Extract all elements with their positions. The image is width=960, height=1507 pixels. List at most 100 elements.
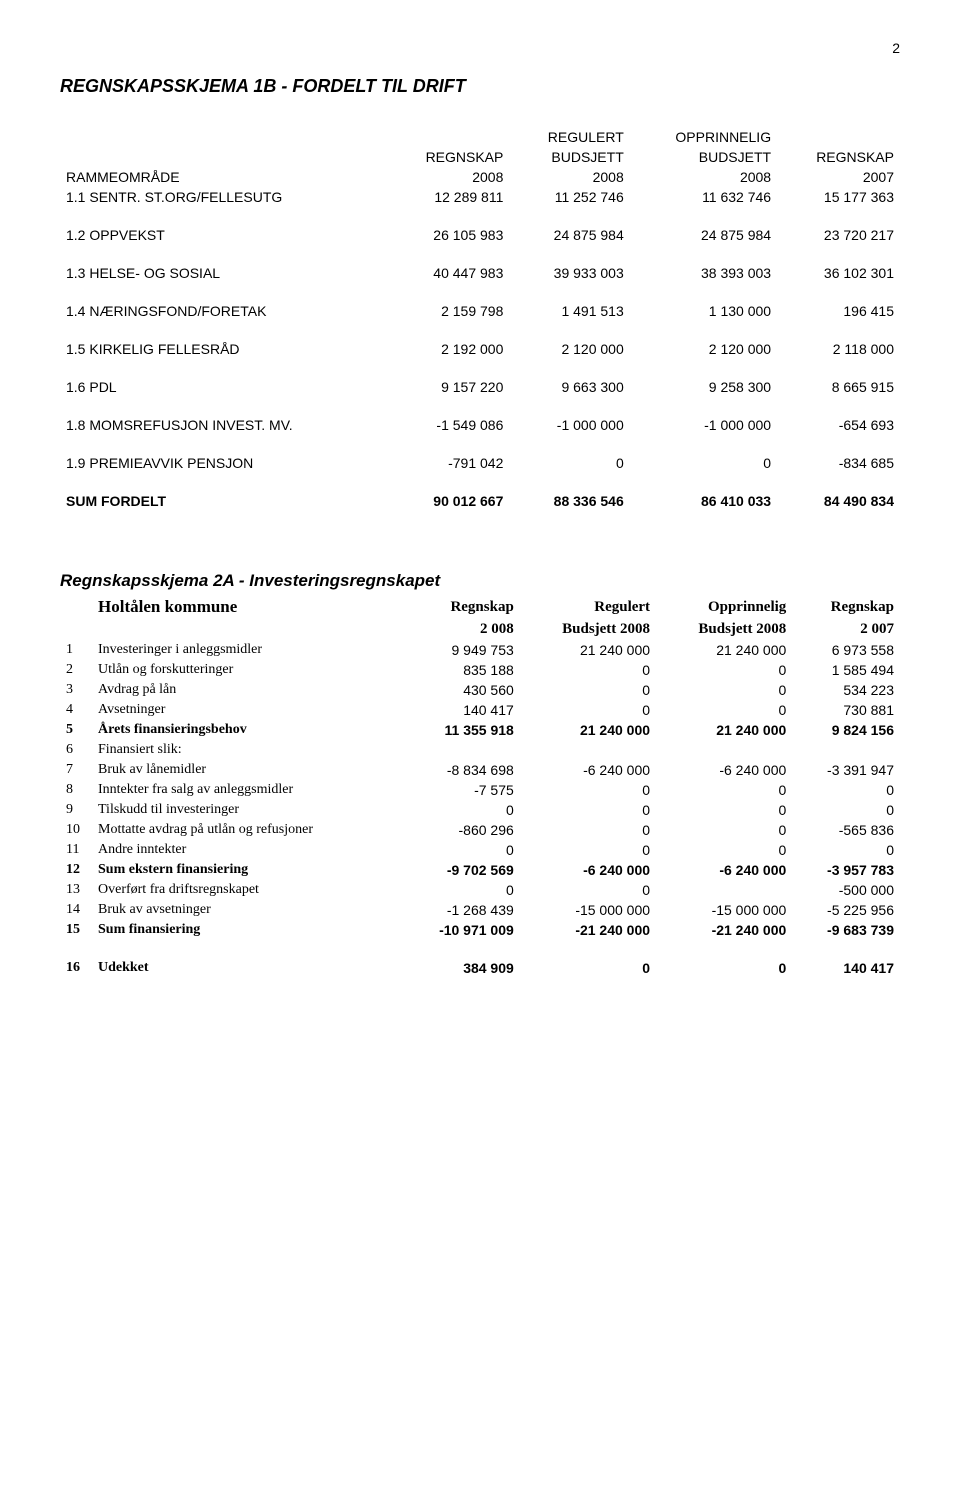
cell-value: -15 000 000 xyxy=(656,900,792,920)
cell-value xyxy=(402,740,520,760)
row-number: 4 xyxy=(60,700,92,720)
row-number: 12 xyxy=(60,860,92,880)
col-header: 2007 xyxy=(777,167,900,187)
sum-label: SUM FORDELT xyxy=(60,491,387,511)
cell-value: -8 834 698 xyxy=(402,760,520,780)
cell-value: 0 xyxy=(520,880,656,900)
row-number: 14 xyxy=(60,900,92,920)
cell-value: 384 909 xyxy=(402,958,520,978)
cell-value: -7 575 xyxy=(402,780,520,800)
cell-value: 0 xyxy=(520,660,656,680)
cell-value: -500 000 xyxy=(792,880,900,900)
cell-value xyxy=(792,740,900,760)
row-label: 1.2 OPPVEKST xyxy=(60,225,387,245)
row-label: Bruk av lånemidler xyxy=(92,760,402,780)
table-2a: Holtålen kommune Regnskap Regulert Oppri… xyxy=(60,595,900,978)
cell-value: 534 223 xyxy=(792,680,900,700)
col-header: 2 008 xyxy=(402,619,520,640)
cell-value: 2 159 798 xyxy=(387,301,510,321)
col-header: BUDSJETT xyxy=(509,147,629,167)
page-number: 2 xyxy=(60,40,900,56)
row-label: 1.5 KIRKELIG FELLESRÅD xyxy=(60,339,387,359)
table-1b: REGULERT OPPRINNELIG REGNSKAP BUDSJETT B… xyxy=(60,127,900,511)
cell-value: 0 xyxy=(792,840,900,860)
row-label: Finansiert slik: xyxy=(92,740,402,760)
cell-value: 0 xyxy=(630,453,777,473)
row-number: 10 xyxy=(60,820,92,840)
cell-value: -15 000 000 xyxy=(520,900,656,920)
cell-value: 0 xyxy=(402,840,520,860)
row-label: Overført fra driftsregnskapet xyxy=(92,880,402,900)
cell-value: -3 391 947 xyxy=(792,760,900,780)
cell-value xyxy=(520,740,656,760)
cell-value: 12 289 811 xyxy=(387,187,510,207)
cell-value: 0 xyxy=(520,800,656,820)
cell-value: -9 702 569 xyxy=(402,860,520,880)
row-label: Andre inntekter xyxy=(92,840,402,860)
cell-value: 39 933 003 xyxy=(509,263,629,283)
cell-value: 1 130 000 xyxy=(630,301,777,321)
cell-value: 11 632 746 xyxy=(630,187,777,207)
row-label: Mottatte avdrag på utlån og refusjoner xyxy=(92,820,402,840)
cell-value: 0 xyxy=(656,958,792,978)
cell-value: 2 118 000 xyxy=(777,339,900,359)
row-label: Avsetninger xyxy=(92,700,402,720)
cell-value: 0 xyxy=(656,780,792,800)
cell-value: 26 105 983 xyxy=(387,225,510,245)
cell-value xyxy=(656,740,792,760)
row-label: 1.4 NÆRINGSFOND/FORETAK xyxy=(60,301,387,321)
row-number: 5 xyxy=(60,720,92,740)
cell-value: -791 042 xyxy=(387,453,510,473)
row-number: 3 xyxy=(60,680,92,700)
cell-value: 0 xyxy=(792,800,900,820)
row-label: Bruk av avsetninger xyxy=(92,900,402,920)
cell-value: 9 824 156 xyxy=(792,720,900,740)
cell-value xyxy=(656,880,792,900)
cell-value: 40 447 983 xyxy=(387,263,510,283)
row-label: Udekket xyxy=(92,958,402,978)
row-number: 15 xyxy=(60,920,92,940)
cell-value: 140 417 xyxy=(792,958,900,978)
cell-value: 0 xyxy=(520,700,656,720)
cell-value: 9 157 220 xyxy=(387,377,510,397)
row-number: 7 xyxy=(60,760,92,780)
sum-value: 86 410 033 xyxy=(630,491,777,511)
col-header: Regulert xyxy=(520,595,656,619)
cell-value: -1 549 086 xyxy=(387,415,510,435)
row-number: 8 xyxy=(60,780,92,800)
cell-value: 2 192 000 xyxy=(387,339,510,359)
row-label: 1.9 PREMIEAVVIK PENSJON xyxy=(60,453,387,473)
cell-value: 21 240 000 xyxy=(656,640,792,660)
cell-value: 21 240 000 xyxy=(520,640,656,660)
row-header-label: RAMMEOMRÅDE xyxy=(60,167,387,187)
col-header: REGNSKAP xyxy=(777,147,900,167)
cell-value: -1 000 000 xyxy=(630,415,777,435)
cell-value: -565 836 xyxy=(792,820,900,840)
col-header: Regnskap xyxy=(402,595,520,619)
cell-value: -6 240 000 xyxy=(656,860,792,880)
cell-value: 0 xyxy=(656,700,792,720)
cell-value: 36 102 301 xyxy=(777,263,900,283)
cell-value: -1 000 000 xyxy=(509,415,629,435)
cell-value: 23 720 217 xyxy=(777,225,900,245)
row-label: Avdrag på lån xyxy=(92,680,402,700)
cell-value: 21 240 000 xyxy=(656,720,792,740)
col-header: 2008 xyxy=(509,167,629,187)
cell-value: -6 240 000 xyxy=(520,860,656,880)
row-label: Sum finansiering xyxy=(92,920,402,940)
col-header: Opprinnelig xyxy=(656,595,792,619)
cell-value: -6 240 000 xyxy=(520,760,656,780)
cell-value: -654 693 xyxy=(777,415,900,435)
cell-value: 0 xyxy=(520,780,656,800)
cell-value: 430 560 xyxy=(402,680,520,700)
cell-value: -10 971 009 xyxy=(402,920,520,940)
cell-value: -834 685 xyxy=(777,453,900,473)
cell-value: 9 258 300 xyxy=(630,377,777,397)
cell-value: 0 xyxy=(656,820,792,840)
cell-value: -21 240 000 xyxy=(656,920,792,940)
cell-value: 21 240 000 xyxy=(520,720,656,740)
row-label: Inntekter fra salg av anleggsmidler xyxy=(92,780,402,800)
col-header: 2 007 xyxy=(792,619,900,640)
cell-value: -6 240 000 xyxy=(656,760,792,780)
sum-value: 88 336 546 xyxy=(509,491,629,511)
